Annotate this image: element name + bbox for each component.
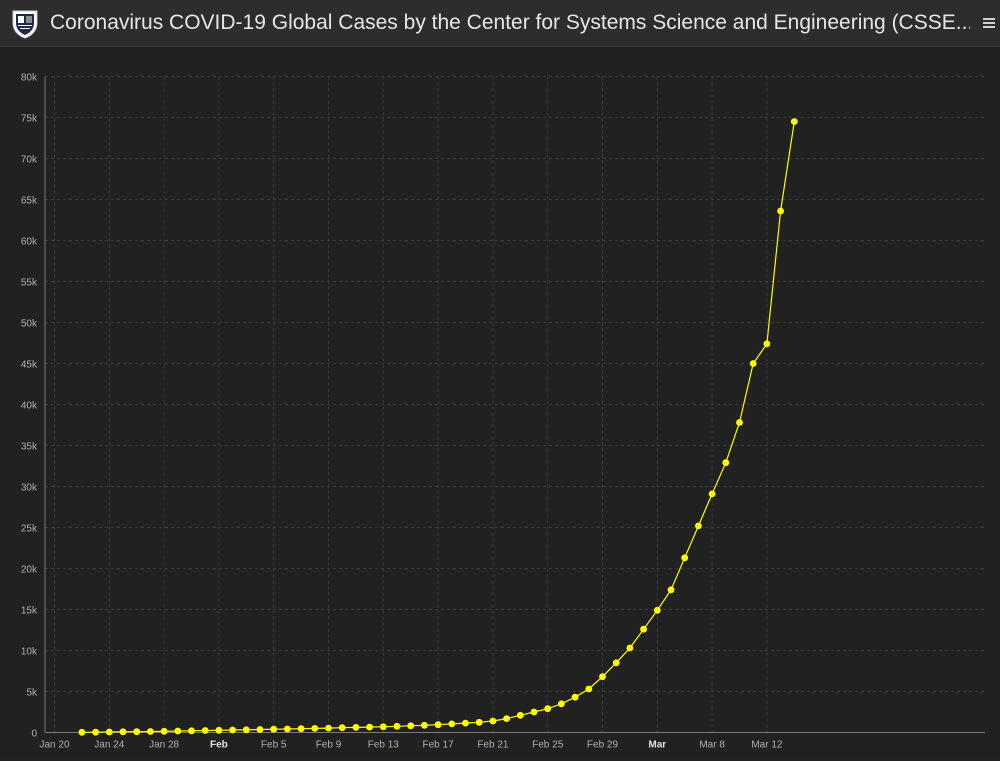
data-point[interactable] [160,727,168,735]
x-tick-label: Feb 13 [368,740,400,751]
y-tick-label: 10k [21,647,38,658]
y-tick-label: 45k [21,360,38,371]
data-point[interactable] [695,522,702,530]
x-tick-label: Mar 12 [751,740,783,751]
data-point[interactable] [681,554,689,562]
x-tick-label: Feb 17 [423,740,455,751]
data-point[interactable] [393,722,401,730]
data-point[interactable] [558,700,565,708]
data-point[interactable] [777,207,784,215]
y-axis-ticks: 0 5k 10k 15k 20k 25k 30k 35k 40k 45k 50k 55k 60k 65k 7… [21,73,38,740]
data-point[interactable] [270,725,278,733]
shield-crest-icon [11,9,39,39]
data-point[interactable] [379,723,387,731]
y-tick-label: 70k [21,155,38,166]
data-point[interactable] [325,724,332,732]
data-point[interactable] [366,723,373,731]
y-tick-label: 75k [21,114,38,125]
series-layer [78,118,798,736]
data-point[interactable] [708,490,716,498]
data-point[interactable] [105,728,113,736]
data-point[interactable] [352,724,360,731]
data-point[interactable] [653,606,661,614]
data-point[interactable] [571,693,579,701]
x-tick-label: Jan 20 [39,740,69,751]
data-point[interactable] [475,718,483,726]
x-tick-label: Feb [210,740,228,751]
data-point[interactable] [612,659,620,667]
data-point[interactable] [722,459,730,467]
y-tick-label: 35k [21,442,38,453]
y-tick-label: 60k [21,237,38,248]
x-tick-label: Feb 21 [477,740,509,751]
data-point[interactable] [462,719,469,727]
y-tick-label: 25k [21,524,38,535]
data-point[interactable] [338,724,346,732]
app-header: Coronavirus COVID-19 Global Cases by the… [0,0,1000,47]
data-point[interactable] [489,717,497,725]
y-tick-label: 40k [21,401,38,412]
y-tick-label: 20k [21,565,38,576]
data-point[interactable] [736,419,743,426]
data-point[interactable] [626,644,634,652]
data-point[interactable] [297,725,305,733]
data-point[interactable] [133,728,141,736]
data-point[interactable] [242,726,250,734]
cases-line-chart[interactable]: 0 5k 10k 15k 20k 25k 30k 35k 40k 45k 50k 55k 60k 65k 7… [0,47,1000,756]
x-tick-label: Jan 24 [94,740,124,751]
chart-panel: 0 5k 10k 15k 20k 25k 30k 35k 40k 45k 50k 55k 60k 65k 7… [0,47,1000,756]
data-point[interactable] [256,726,264,733]
data-point[interactable] [516,711,524,719]
y-tick-label: 0 [31,729,37,740]
data-point[interactable] [188,727,195,735]
x-tick-label: Feb 25 [532,740,564,751]
hamburger-menu-icon[interactable] [978,0,1000,46]
grid-lines [45,76,985,733]
y-tick-label: 5k [26,688,38,699]
page-title: Coronavirus COVID-19 Global Cases by the… [50,11,970,34]
x-tick-label: Feb 9 [316,740,342,751]
data-point[interactable] [201,727,209,734]
data-point[interactable] [640,625,647,633]
y-tick-label: 15k [21,606,38,617]
x-tick-label: Mar [648,740,666,751]
y-tick-label: 50k [21,319,38,330]
y-tick-label: 65k [21,196,38,207]
data-point[interactable] [530,708,538,716]
x-tick-label: Feb 5 [261,740,287,751]
data-point[interactable] [215,726,223,734]
data-point[interactable] [407,722,415,730]
x-tick-label: Jan 28 [149,740,179,751]
data-point[interactable] [421,721,428,729]
data-point[interactable] [599,673,606,681]
data-point[interactable] [229,726,237,734]
data-point[interactable] [147,728,154,735]
data-point[interactable] [434,721,442,729]
data-point[interactable] [92,728,99,736]
y-tick-label: 30k [21,483,38,494]
data-point[interactable] [763,340,771,348]
data-point[interactable] [284,725,291,733]
data-point[interactable] [174,727,182,735]
axes [44,76,985,733]
data-point[interactable] [749,360,757,367]
x-tick-label: Feb 29 [587,740,619,751]
y-tick-label: 55k [21,278,38,289]
y-tick-label: 80k [21,73,38,84]
data-point[interactable] [503,715,510,722]
data-point[interactable] [585,685,593,693]
data-point[interactable] [667,586,675,594]
data-point[interactable] [311,725,319,732]
x-tick-label: Mar 8 [699,740,725,751]
data-point[interactable] [790,118,798,125]
data-point[interactable] [448,720,456,728]
data-point[interactable] [119,728,127,736]
x-axis-ticks: Jan 20 Jan 24 Jan 28 Feb Feb 5 Feb 9 Feb 13 Feb… [39,740,782,751]
data-point[interactable] [78,728,86,736]
data-point[interactable] [544,705,552,713]
